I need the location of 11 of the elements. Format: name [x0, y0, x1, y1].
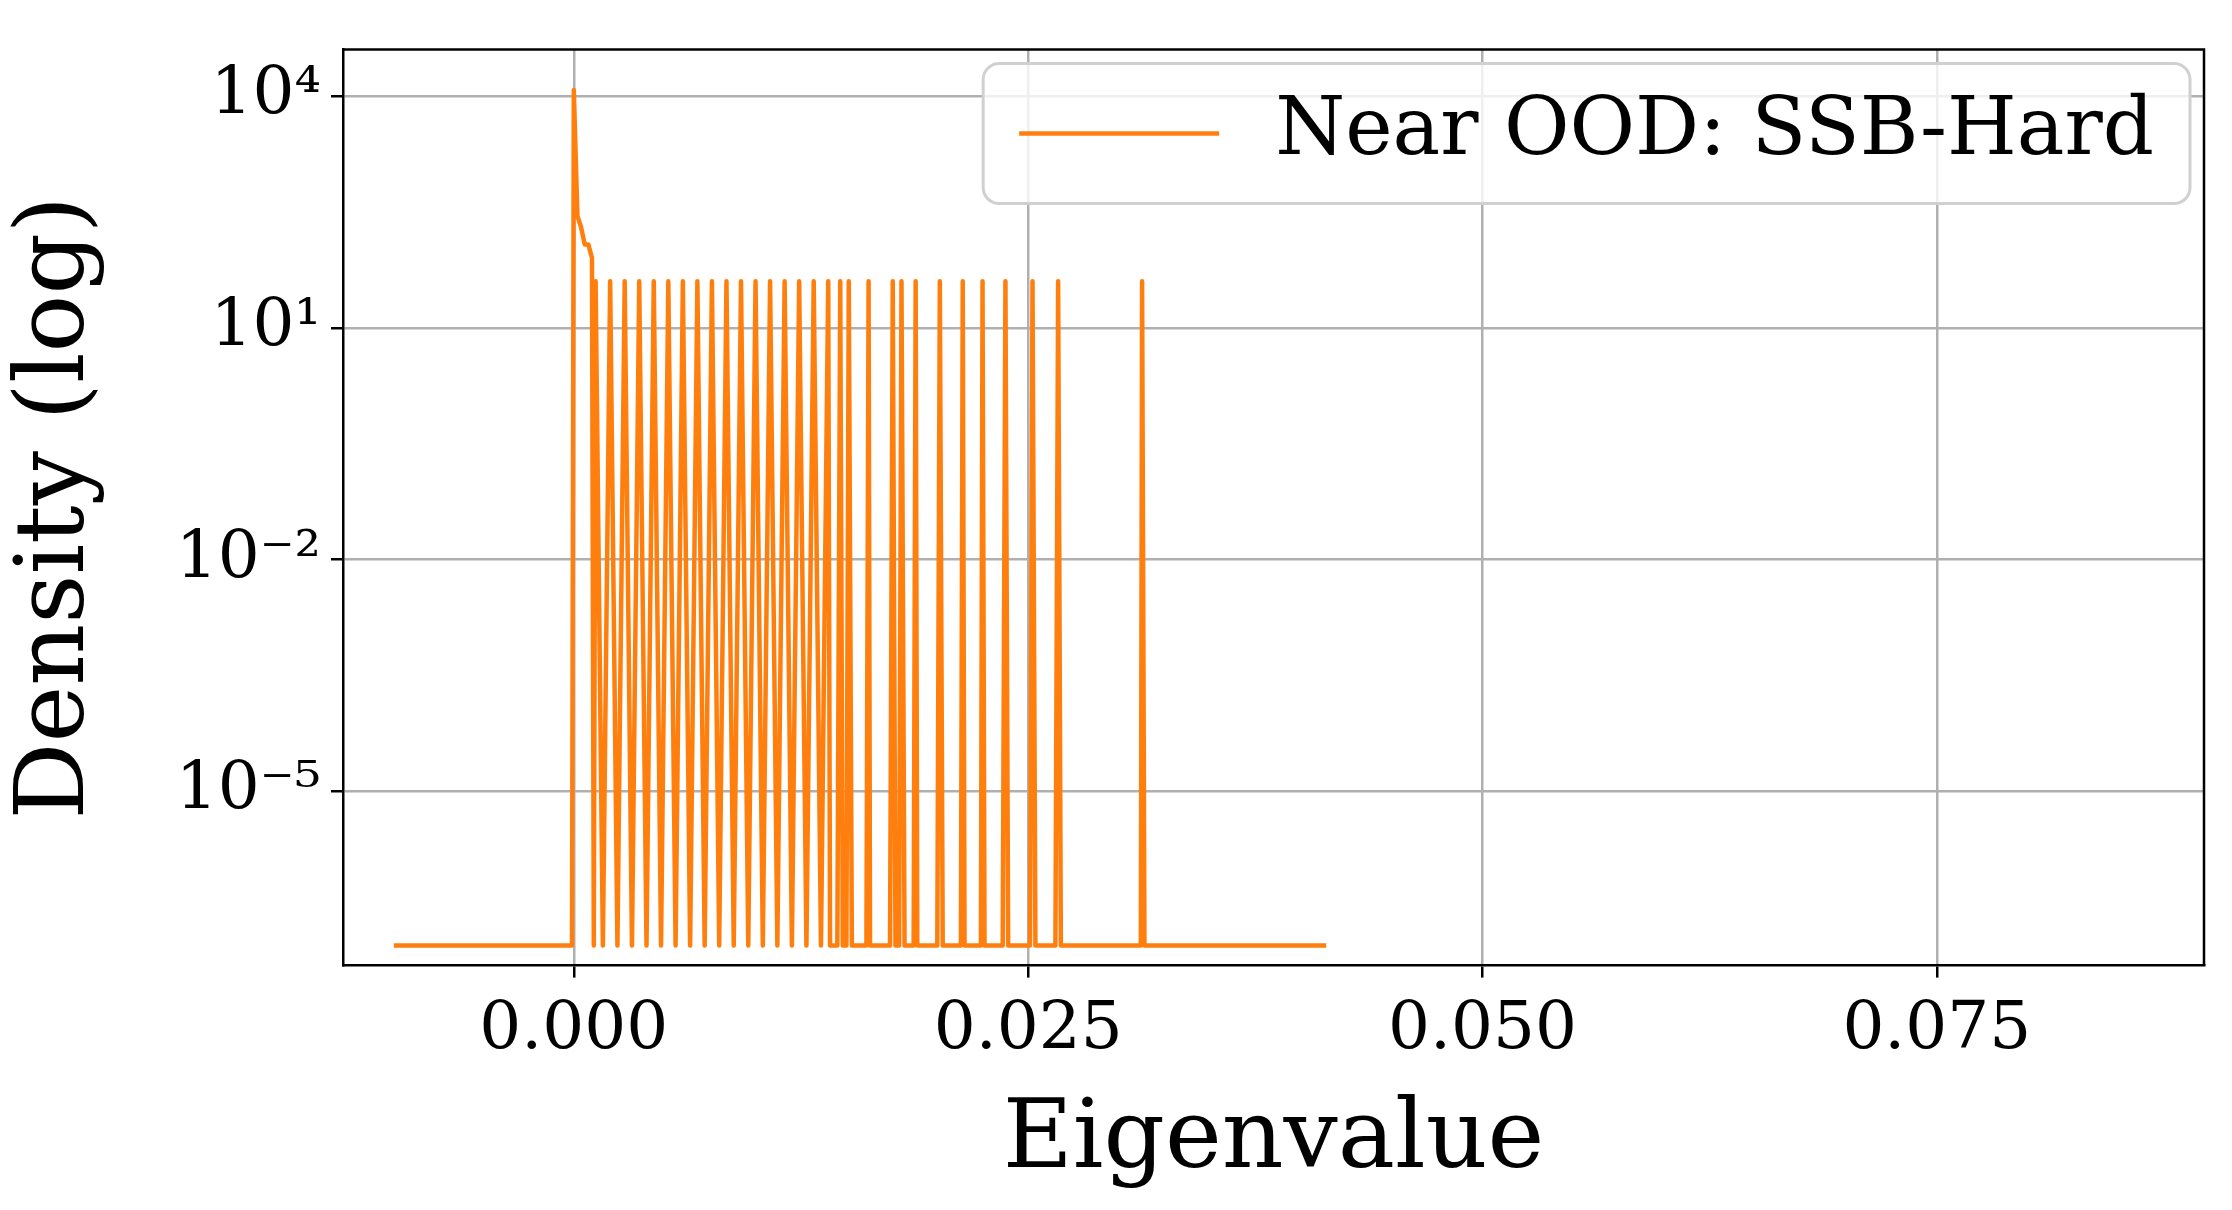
- x-tick-label: 0.075: [1842, 987, 2032, 1065]
- legend-label: Near OOD: SSB-Hard: [1275, 80, 2154, 174]
- y-tick-label: 10¹: [210, 283, 321, 361]
- y-tick-label: 10⁻⁵: [175, 747, 321, 825]
- y-tick-label: 10⁴: [210, 52, 321, 130]
- y-tick-label: 10⁻²: [175, 515, 321, 593]
- x-axis-title: Eigenvalue: [1002, 1078, 1545, 1191]
- x-tick-label: 0.000: [479, 987, 669, 1065]
- x-tick-label: 0.050: [1388, 987, 1577, 1065]
- y-axis-title: Density (log): [0, 195, 106, 820]
- x-tick-label: 0.025: [933, 987, 1123, 1065]
